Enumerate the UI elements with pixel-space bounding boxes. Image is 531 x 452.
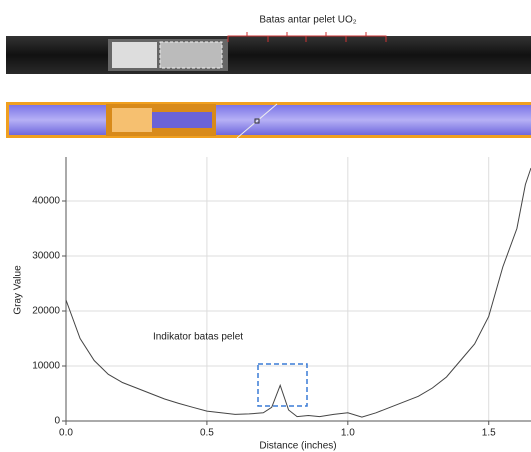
color-rod <box>6 102 531 138</box>
x-tick-label: 1.5 <box>482 428 496 439</box>
y-axis-title: Gray Value <box>13 265 24 315</box>
y-tick-label: 10000 <box>32 361 60 372</box>
page: Batas antar pelet UO₂ 0 10000 20000 30000 40… <box>0 0 531 452</box>
x-tick-label: 0.0 <box>59 428 73 439</box>
x-tick-label: 1.0 <box>341 428 355 439</box>
annotation-box <box>258 364 307 406</box>
y-tick-label: 30000 <box>32 251 60 262</box>
x-axis-title: Distance (inches) <box>259 441 336 452</box>
annotation: Batas antar pelet UO₂ <box>259 15 356 26</box>
y-tick-label: 40000 <box>32 196 60 207</box>
x-tick-label: 0.5 <box>200 428 214 439</box>
y-tick-label: 0 <box>54 416 60 427</box>
y-tick-label: 20000 <box>32 306 60 317</box>
annotation: Indikator batas pelet <box>153 332 243 343</box>
data-line <box>66 168 531 417</box>
